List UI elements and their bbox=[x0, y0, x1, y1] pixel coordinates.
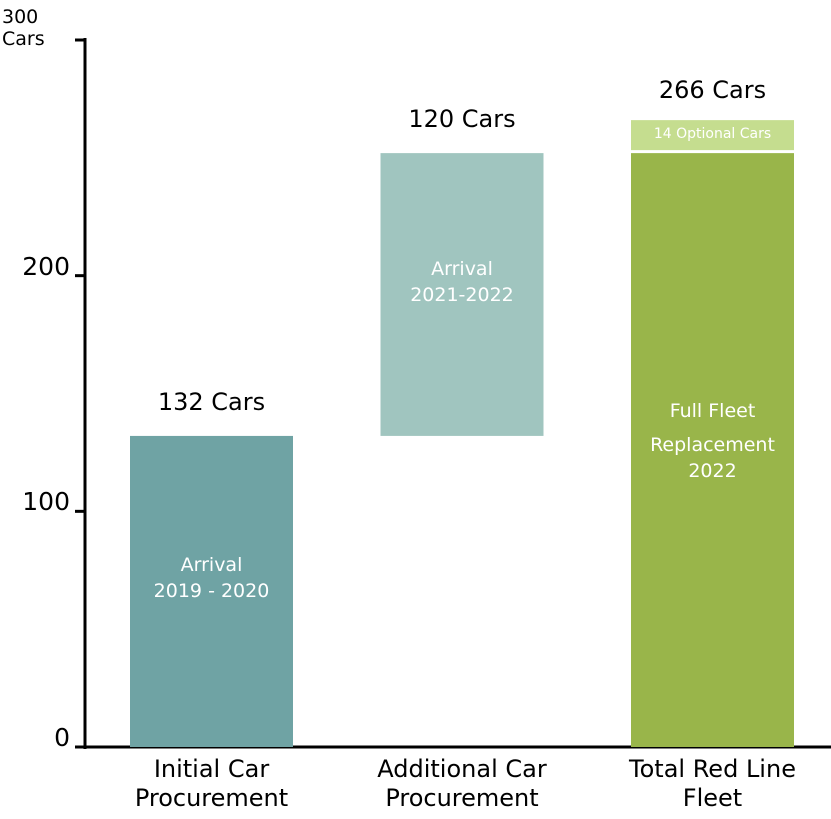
value-label: 132 Cars bbox=[157, 387, 266, 416]
total-label: 266 Cars bbox=[658, 76, 767, 105]
y-tick-label: 300 Cars bbox=[2, 6, 45, 50]
bar bbox=[130, 435, 293, 747]
y-tick-label: 100 bbox=[22, 487, 70, 517]
x-tick-label: Additional Car Procurement bbox=[377, 755, 547, 812]
bar-inner-label: Full Fleet bbox=[669, 400, 756, 423]
bar bbox=[631, 153, 794, 747]
bar-inner-label: Arrival bbox=[431, 257, 493, 280]
bar-inner-label: 2022 bbox=[688, 460, 737, 483]
bar-inner-label: Arrival bbox=[180, 554, 243, 577]
y-tick-label: 200 bbox=[22, 251, 70, 281]
bar bbox=[380, 153, 544, 436]
bar-inner-label: 2021-2022 bbox=[410, 283, 514, 306]
bar-inner-label: Replacement bbox=[650, 434, 775, 457]
bar-inner-label: 2019 - 2020 bbox=[153, 580, 270, 603]
optional-label: 14 Optional Cars bbox=[653, 126, 772, 143]
x-tick-label: Initial Car Procurement bbox=[134, 755, 289, 812]
optional-segment bbox=[631, 120, 794, 151]
y-tick-label: 0 bbox=[54, 723, 70, 752]
x-tick-label: Total Red Line Fleet bbox=[629, 755, 796, 812]
value-label: 120 Cars bbox=[408, 105, 516, 134]
